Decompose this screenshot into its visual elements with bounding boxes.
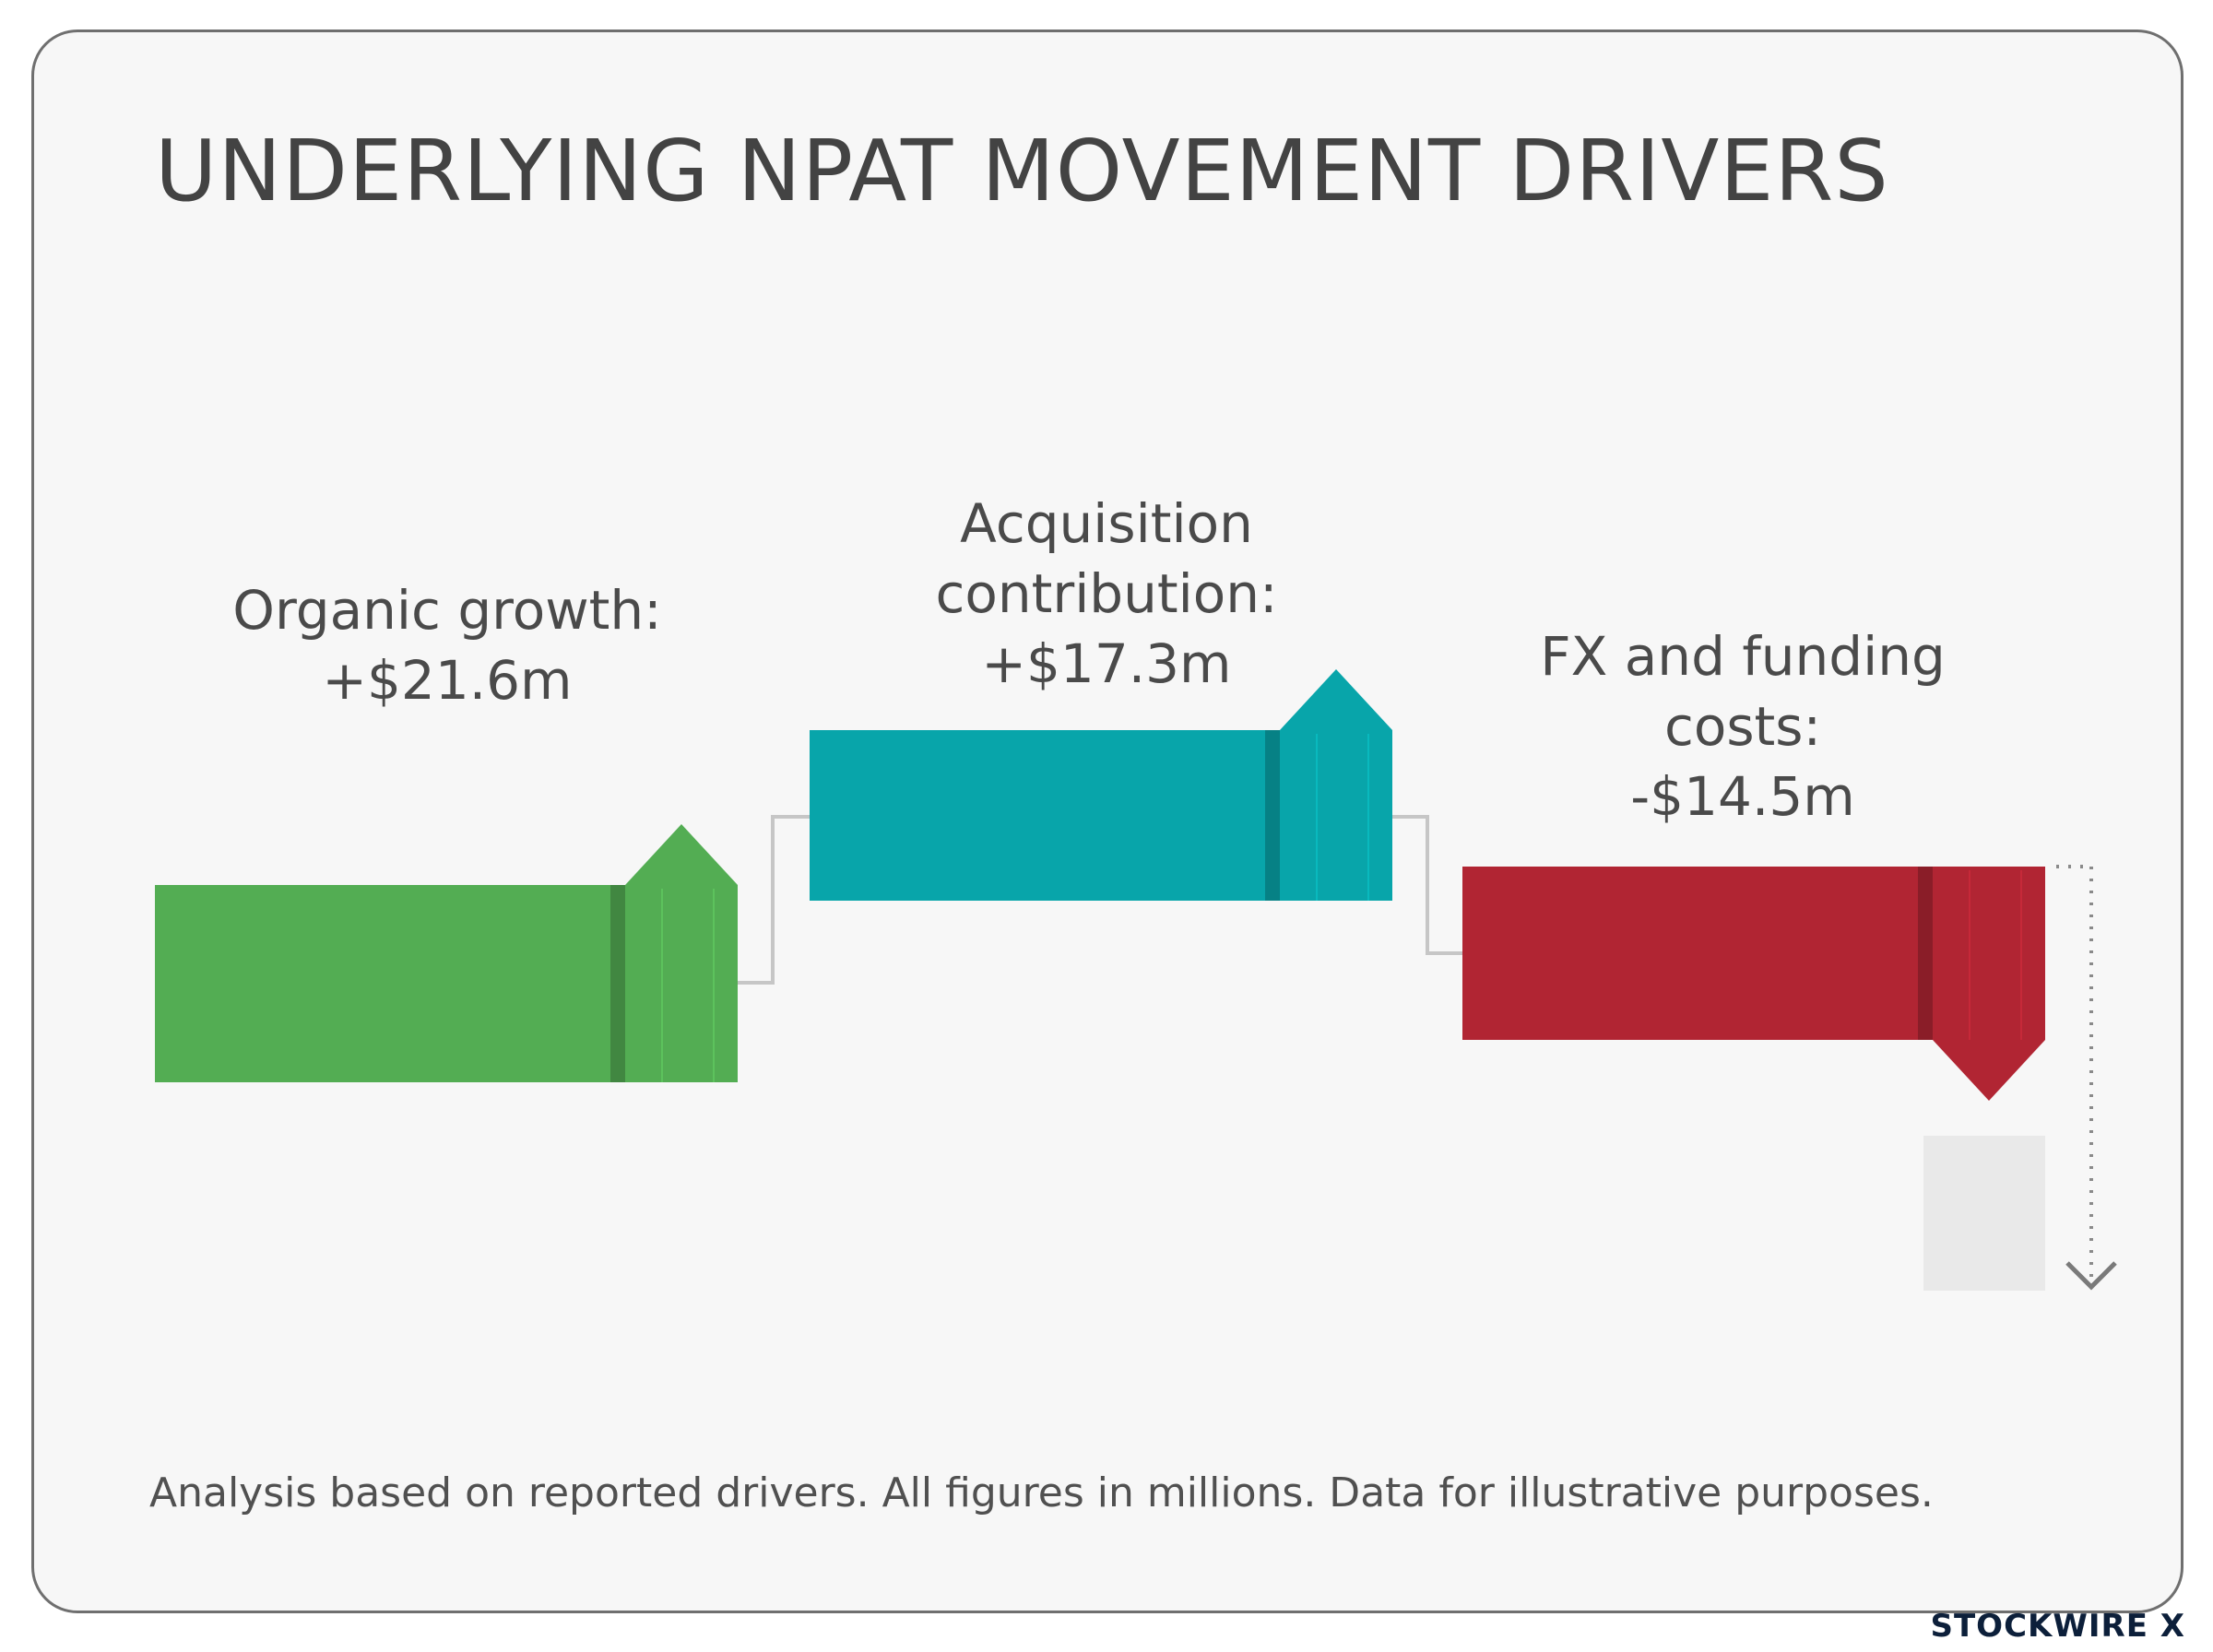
footnote: Analysis based on reported drivers. All … (149, 1469, 1934, 1516)
bar-body-acquisition (810, 730, 1392, 901)
bar-arrow-down-fx (1933, 1040, 2045, 1101)
bar-stripe-acquisition (1265, 730, 1280, 901)
bar-arrow-up-organic (625, 824, 738, 885)
ending-placeholder-block (1923, 1136, 2045, 1291)
connector-2 (1392, 815, 1462, 955)
bar-fx (1462, 867, 2045, 1101)
bar-label-organic: Organic growth: +$21.6m (171, 575, 724, 715)
bar-body-organic (155, 885, 738, 1082)
bar-value-organic: +$21.6m (322, 649, 573, 712)
connector-1 (738, 815, 810, 985)
end-marker-group (1923, 865, 2117, 1291)
bar-value-acquisition: +$17.3m (981, 632, 1232, 695)
bar-category-organic: Organic growth: (232, 579, 662, 642)
brand-logo: STOCKWIRE X (1930, 1608, 2185, 1645)
bar-group (155, 669, 2045, 1101)
bar-organic (155, 824, 738, 1082)
bar-label-fx: FX and funding costs: -$14.5m (1466, 621, 2019, 832)
bar-label-acquisition: Acquisition contribution: +$17.3m (830, 489, 1383, 699)
chart-title: UNDERLYING NPAT MOVEMENT DRIVERS (155, 122, 1889, 220)
bar-category-acquisition: Acquisition contribution: (935, 492, 1278, 625)
bar-value-fx: -$14.5m (1630, 765, 1855, 828)
bar-stripe-fx (1918, 867, 1933, 1040)
bar-body-fx (1462, 867, 2045, 1040)
bar-connectors (738, 815, 1462, 985)
bar-category-fx: FX and funding costs: (1540, 625, 1946, 758)
bar-acquisition (810, 669, 1392, 901)
bar-stripe-organic (610, 885, 625, 1082)
bar-arrow-up-acquisition (1280, 669, 1392, 730)
drop-arrow-head (2065, 1261, 2117, 1291)
